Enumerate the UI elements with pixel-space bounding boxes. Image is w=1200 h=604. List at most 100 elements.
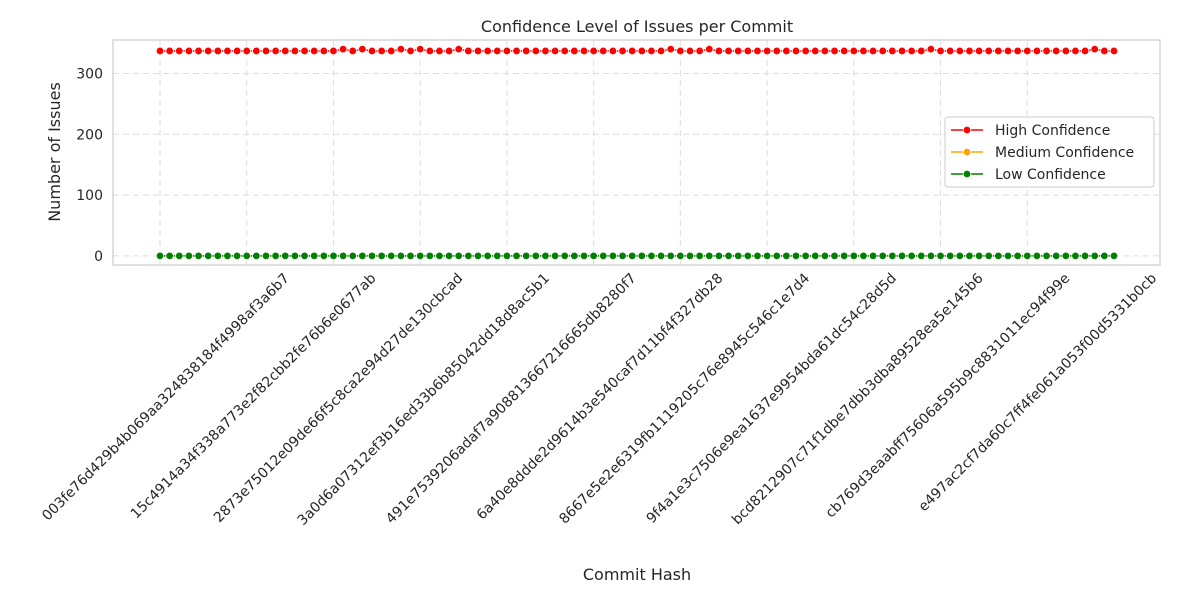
high-confidence-point xyxy=(791,46,801,56)
low-confidence-point xyxy=(705,251,714,261)
medium-confidence-legend-marker xyxy=(962,147,972,157)
low-confidence-point xyxy=(955,251,965,261)
high-confidence-point xyxy=(1032,46,1042,56)
low-confidence-point xyxy=(194,251,203,261)
high-confidence-point xyxy=(358,44,367,54)
chart-title: Confidence Level of Issues per Commit xyxy=(481,17,793,36)
high-confidence-point xyxy=(849,46,859,56)
high-confidence-legend-marker xyxy=(962,125,972,135)
high-confidence-point xyxy=(261,46,271,56)
low-confidence-point xyxy=(1051,251,1061,261)
high-confidence-point xyxy=(994,46,1003,56)
low-confidence-point xyxy=(888,251,897,261)
low-confidence-point xyxy=(772,251,781,261)
high-confidence-point xyxy=(984,46,993,56)
low-confidence-point xyxy=(271,251,280,261)
low-confidence-point xyxy=(945,251,955,261)
low-confidence-point xyxy=(290,251,300,261)
low-confidence-point xyxy=(521,251,531,261)
low-confidence-point xyxy=(801,251,810,261)
low-confidence-point xyxy=(647,251,656,261)
high-confidence-point xyxy=(1003,46,1013,56)
high-confidence-point xyxy=(309,46,319,56)
high-confidence-point xyxy=(936,46,945,56)
high-confidence-point xyxy=(1100,46,1109,56)
high-confidence-point xyxy=(242,46,251,56)
low-confidence-point xyxy=(252,251,261,261)
low-confidence-point xyxy=(608,251,618,261)
high-confidence-point xyxy=(839,46,849,56)
y-tick-label: 100 xyxy=(76,188,103,204)
high-confidence-point xyxy=(444,46,454,56)
low-confidence-point xyxy=(859,251,868,261)
low-confidence-point xyxy=(377,251,386,261)
x-axis-label: Commit Hash xyxy=(583,565,691,584)
high-confidence-point xyxy=(550,46,560,56)
high-confidence-point xyxy=(579,46,589,56)
high-confidence-point xyxy=(714,46,724,56)
high-confidence-point xyxy=(300,46,309,56)
high-confidence-point xyxy=(541,46,550,56)
high-confidence-point xyxy=(618,46,627,56)
low-confidence-point xyxy=(300,251,309,261)
low-confidence-point xyxy=(974,251,984,261)
low-confidence-point xyxy=(589,251,598,261)
high-confidence-point xyxy=(1051,46,1061,56)
high-confidence-point xyxy=(917,46,926,56)
low-confidence-point xyxy=(820,251,830,261)
high-confidence-point xyxy=(387,46,396,56)
high-confidence-point xyxy=(724,46,733,56)
low-confidence-point xyxy=(878,251,887,261)
high-confidence-point xyxy=(329,46,338,56)
low-confidence-point xyxy=(329,251,338,261)
high-confidence-point xyxy=(753,46,762,56)
series-layer xyxy=(155,44,1119,261)
low-confidence-point xyxy=(849,251,859,261)
high-confidence-point xyxy=(473,46,483,56)
high-confidence-point xyxy=(955,46,965,56)
low-confidence-point xyxy=(1080,251,1090,261)
medium-confidence-legend-label: Medium Confidence xyxy=(995,145,1134,161)
low-confidence-point xyxy=(367,251,377,261)
low-confidence-point xyxy=(811,251,820,261)
low-confidence-point xyxy=(599,251,608,261)
low-confidence-point xyxy=(165,251,174,261)
low-confidence-point xyxy=(502,251,512,261)
high-confidence-point xyxy=(338,44,348,54)
low-confidence-point xyxy=(1109,251,1119,261)
low-confidence-point xyxy=(1071,251,1080,261)
low-confidence-point xyxy=(685,251,695,261)
low-confidence-point xyxy=(724,251,733,261)
high-confidence-point xyxy=(1061,46,1071,56)
high-confidence-point xyxy=(926,44,936,54)
high-confidence-point xyxy=(493,46,502,56)
high-confidence-point xyxy=(1023,46,1032,56)
high-confidence-point xyxy=(1013,46,1022,56)
low-confidence-point xyxy=(223,251,232,261)
high-confidence-point xyxy=(589,46,598,56)
high-confidence-point xyxy=(1071,46,1080,56)
low-confidence-point xyxy=(579,251,589,261)
low-confidence-point xyxy=(387,251,396,261)
low-confidence-point xyxy=(358,251,367,261)
low-confidence-point xyxy=(281,251,290,261)
low-confidence-point xyxy=(791,251,801,261)
low-confidence-point xyxy=(560,251,569,261)
low-confidence-point xyxy=(242,251,251,261)
low-confidence-point xyxy=(666,251,675,261)
low-confidence-point xyxy=(965,251,974,261)
high-confidence-point xyxy=(281,46,290,56)
high-confidence-point xyxy=(367,46,377,56)
high-confidence-point xyxy=(820,46,830,56)
high-confidence-point xyxy=(974,46,984,56)
high-confidence-point xyxy=(705,44,714,54)
high-confidence-point xyxy=(435,46,444,56)
legend-frame xyxy=(944,116,1155,188)
low-confidence-point xyxy=(406,251,415,261)
high-confidence-point xyxy=(348,46,357,56)
low-confidence-point xyxy=(839,251,849,261)
low-confidence-point xyxy=(1013,251,1022,261)
high-confidence-point xyxy=(406,46,415,56)
